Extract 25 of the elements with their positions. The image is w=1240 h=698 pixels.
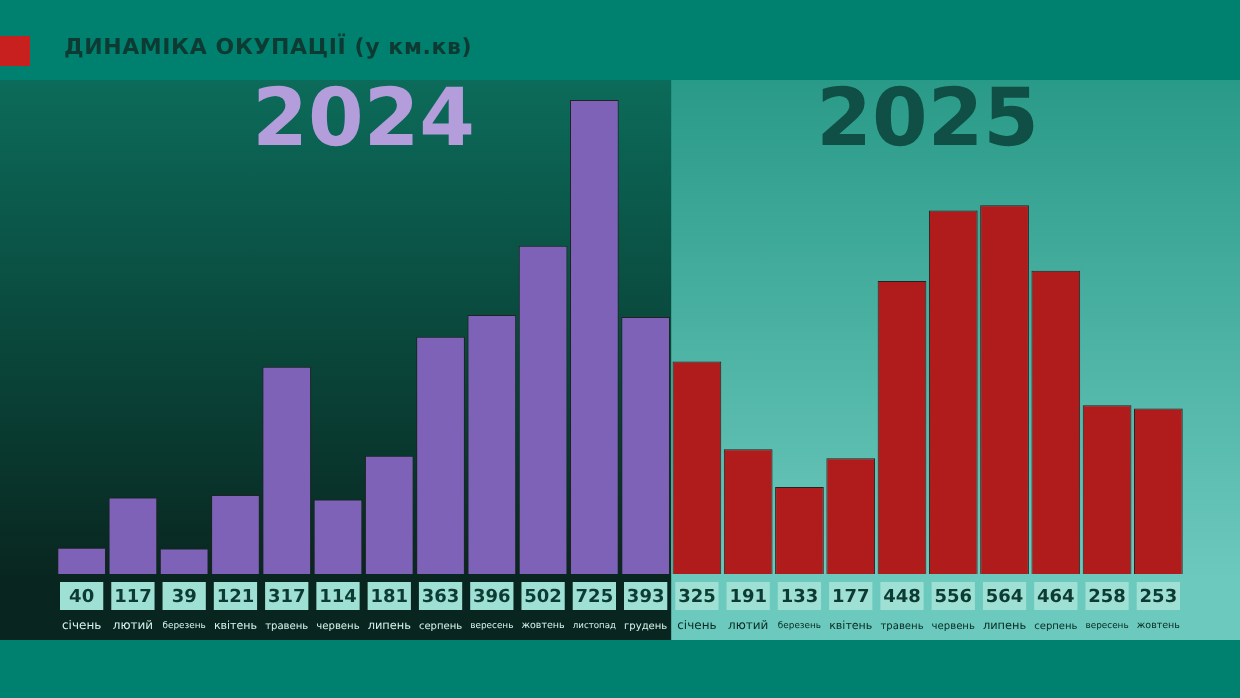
- data-label: 117: [114, 587, 152, 608]
- data-label: 396: [473, 587, 511, 608]
- data-label: 133: [780, 587, 819, 608]
- data-label: 448: [883, 587, 921, 608]
- data-label: 258: [1088, 587, 1126, 608]
- data-label: 556: [934, 587, 973, 608]
- data-label: 502: [524, 587, 562, 608]
- data-label: 564: [985, 587, 1024, 608]
- data-label: 317: [267, 587, 306, 608]
- series-label: 2025: [816, 72, 1039, 165]
- data-label: 181: [370, 587, 409, 608]
- data-label: 114: [319, 587, 357, 608]
- data-label: 393: [626, 587, 665, 608]
- data-label: 121: [216, 587, 255, 608]
- data-label: 177: [831, 587, 870, 608]
- data-label: 725: [575, 587, 614, 608]
- data-label: 191: [729, 587, 767, 608]
- series-label: 2024: [252, 72, 475, 165]
- data-label: 363: [421, 587, 460, 608]
- data-label: 39: [171, 587, 197, 608]
- data-label: 464: [1037, 587, 1075, 608]
- chart-title: ДИНАМІКА ОКУПАЦІЇ (у км.кв): [64, 34, 473, 60]
- data-label: 325: [678, 587, 716, 608]
- data-label: 40: [69, 587, 95, 608]
- data-label: 253: [1139, 587, 1178, 608]
